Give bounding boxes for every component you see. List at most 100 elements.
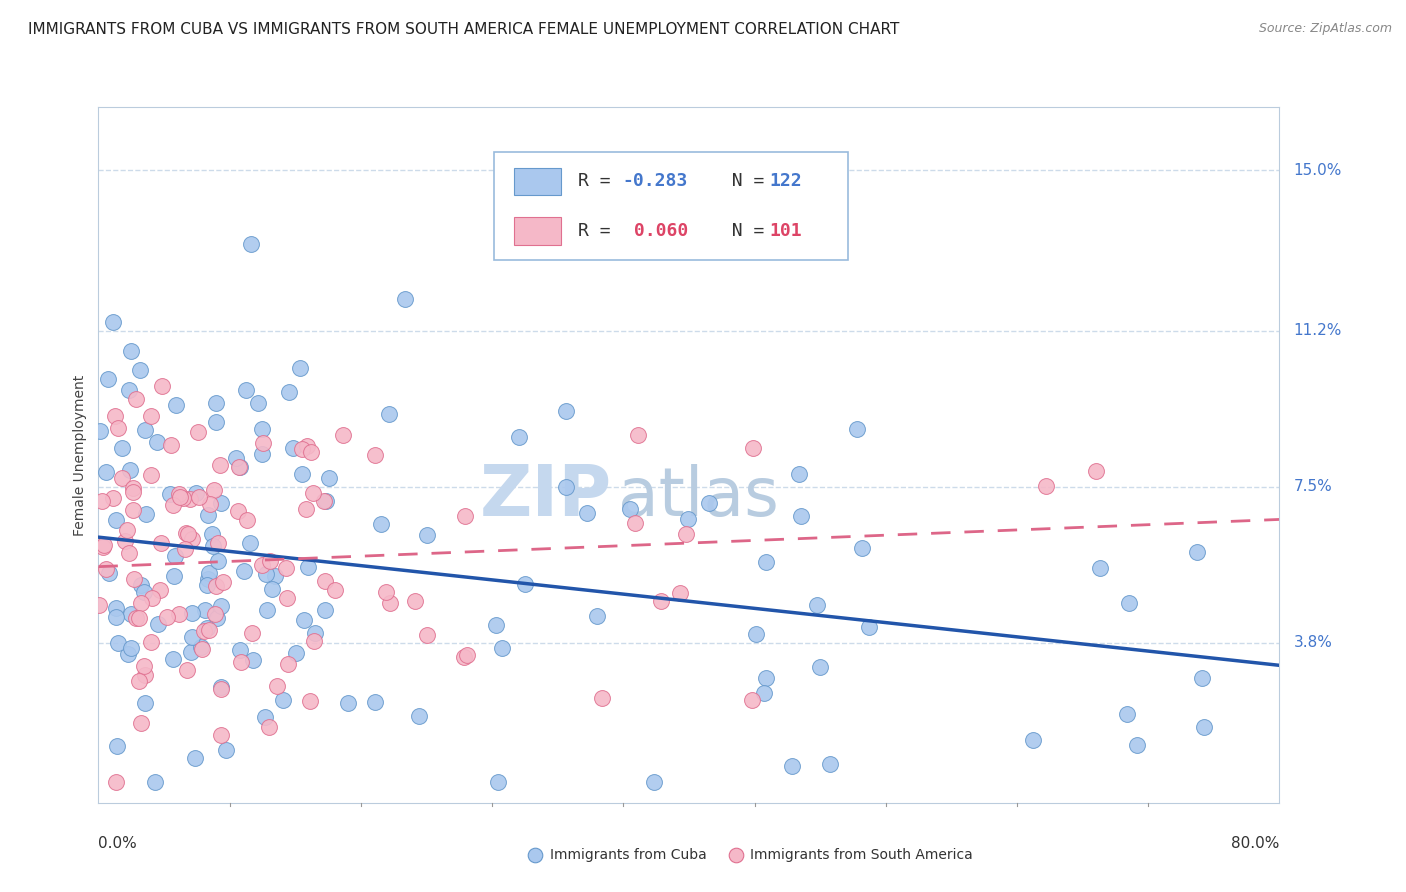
- Point: [128, 673, 150, 688]
- Point: [370, 516, 392, 531]
- Point: [845, 422, 868, 436]
- Point: [190, 640, 212, 654]
- Point: [167, 607, 190, 622]
- Point: [252, 435, 274, 450]
- Point: [179, 491, 201, 506]
- Point: [162, 652, 184, 666]
- Point: [378, 596, 401, 610]
- Text: Immigrants from South America: Immigrants from South America: [751, 848, 973, 862]
- Point: [225, 450, 247, 465]
- Point: [228, 460, 250, 475]
- Point: [205, 611, 228, 625]
- Point: [576, 507, 599, 521]
- Point: [240, 626, 263, 640]
- Point: [122, 481, 145, 495]
- Point: [408, 708, 430, 723]
- Point: [212, 574, 235, 589]
- Point: [742, 441, 765, 455]
- Point: [139, 467, 162, 482]
- Point: [176, 663, 198, 677]
- Point: [323, 582, 346, 597]
- Point: [209, 458, 232, 473]
- Point: [485, 618, 508, 632]
- Point: [302, 486, 325, 500]
- Point: [180, 645, 202, 659]
- Point: [194, 603, 217, 617]
- Point: [197, 508, 219, 523]
- Point: [304, 625, 326, 640]
- Point: [97, 566, 120, 580]
- Point: [314, 603, 336, 617]
- Point: [294, 502, 316, 516]
- Point: [141, 635, 163, 649]
- Point: [555, 403, 578, 417]
- Text: 7.5%: 7.5%: [1294, 479, 1331, 494]
- Point: [1035, 479, 1057, 493]
- Point: [101, 491, 124, 505]
- Point: [1118, 596, 1140, 610]
- Text: 11.2%: 11.2%: [1294, 323, 1341, 338]
- Text: 101: 101: [769, 222, 801, 240]
- Point: [111, 471, 134, 485]
- Point: [260, 582, 283, 596]
- Point: [104, 600, 127, 615]
- Point: [741, 693, 763, 707]
- Point: [105, 610, 128, 624]
- FancyBboxPatch shape: [515, 168, 561, 195]
- Point: [277, 384, 299, 399]
- Point: [235, 384, 257, 398]
- Point: [254, 567, 277, 582]
- Point: [787, 467, 810, 482]
- Point: [111, 441, 134, 455]
- Point: [1088, 561, 1111, 575]
- Point: [97, 372, 120, 386]
- FancyBboxPatch shape: [494, 153, 848, 260]
- Point: [195, 621, 218, 635]
- Point: [416, 528, 439, 542]
- Point: [94, 465, 117, 479]
- Point: [198, 566, 221, 580]
- Point: [198, 623, 221, 637]
- Point: [236, 513, 259, 527]
- Point: [93, 538, 115, 552]
- Point: [156, 609, 179, 624]
- Point: [229, 643, 252, 657]
- Point: [162, 568, 184, 582]
- Text: atlas: atlas: [619, 464, 779, 530]
- Point: [187, 425, 209, 439]
- Point: [215, 742, 238, 756]
- Point: [129, 363, 152, 377]
- Point: [187, 490, 209, 504]
- Point: [117, 647, 139, 661]
- Point: [201, 527, 224, 541]
- Point: [122, 572, 145, 586]
- Point: [229, 460, 252, 475]
- Point: [488, 774, 510, 789]
- Point: [858, 619, 880, 633]
- Text: R =: R =: [578, 222, 621, 240]
- Point: [375, 584, 398, 599]
- Point: [404, 594, 426, 608]
- Point: [238, 535, 260, 549]
- Text: R =: R =: [578, 172, 621, 191]
- Point: [107, 421, 129, 435]
- Point: [204, 396, 226, 410]
- Point: [89, 598, 111, 612]
- Point: [209, 728, 232, 742]
- Point: [1191, 671, 1213, 685]
- Point: [318, 470, 340, 484]
- Point: [675, 527, 697, 541]
- Point: [650, 594, 672, 608]
- Point: [454, 508, 477, 523]
- Point: [246, 396, 269, 410]
- Point: [250, 446, 273, 460]
- Text: N =: N =: [710, 172, 776, 191]
- Point: [209, 681, 232, 696]
- Point: [146, 434, 169, 449]
- Point: [177, 527, 200, 541]
- Point: [183, 750, 205, 764]
- Point: [201, 539, 224, 553]
- Point: [456, 648, 478, 662]
- Point: [624, 516, 647, 530]
- Point: [394, 292, 416, 306]
